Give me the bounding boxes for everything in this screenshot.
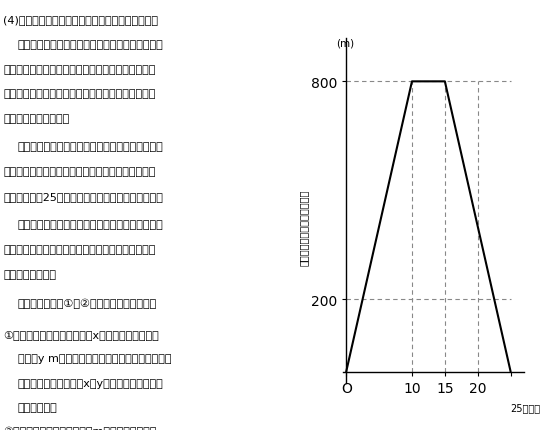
Text: ②　姉が走った速さは毎分何mか，求めなさい。: ② 姉が走った速さは毎分何mか，求めなさい。 — [3, 426, 157, 430]
Text: のようになった。: のようになった。 — [3, 270, 56, 280]
Text: のりをy mとするとき，妹が自宅を出発してから: のりをy mとするとき，妹が自宅を出発してから — [18, 353, 171, 363]
Text: の移動した道のりの差の関係をグラフに表すと，右: の移動した道のりの差の関係をグラフに表すと，右 — [3, 245, 156, 255]
Text: で，自宅から公園まで歩いた速さと同じ速さで公園: で，自宅から公園まで歩いた速さと同じ速さで公園 — [3, 89, 156, 99]
Text: 歩き，公園で姉を待っていたが，姉が来なかったの: 歩き，公園で姉を待っていたが，姉が来なかったの — [3, 64, 156, 74]
Text: (m): (m) — [336, 39, 354, 49]
Text: (4)　自宅から学校へ行く道の途中に公園がある。: (4) 自宅から学校へ行く道の途中に公園がある。 — [3, 15, 158, 25]
Text: から学校まで歩いた。: から学校まで歩いた。 — [3, 114, 70, 123]
Text: 姉は，妹より遅れて自宅を出発し，妹と同じ道を: 姉は，妹より遅れて自宅を出発し，妹と同じ道を — [18, 142, 164, 152]
Text: このとき，次の①，②の問いに答えなさい。: このとき，次の①，②の問いに答えなさい。 — [18, 298, 157, 308]
Text: 妹が自宅を出発してから経過した時間と，姉と妹: 妹が自宅を出発してから経過した時間と，姉と妹 — [18, 220, 164, 230]
Text: ところ，８時25分に，妹と同時に学校に到着した。: ところ，８時25分に，妹と同時に学校に到着した。 — [3, 191, 163, 201]
Text: 姉と妹の移動した道のりの差: 姉と妹の移動した道のりの差 — [299, 189, 308, 265]
Text: 妹は８時に自宅を出発して公園まで一定の速さで: 妹は８時に自宅を出発して公園まで一定の速さで — [18, 40, 164, 49]
Text: 学校に到着するまでのxとyの関係を，グラフに: 学校に到着するまでのxとyの関係を，グラフに — [18, 378, 164, 388]
Text: 25（分）: 25（分） — [511, 402, 540, 413]
Text: ①　妹が自宅を出発してからx分後の自宅からの道: ① 妹が自宅を出発してからx分後の自宅からの道 — [3, 329, 159, 339]
Text: 表しなさい。: 表しなさい。 — [18, 402, 58, 412]
Text: 途中で休むことなく，一定の速さで学校まで走った: 途中で休むことなく，一定の速さで学校まで走った — [3, 167, 156, 177]
